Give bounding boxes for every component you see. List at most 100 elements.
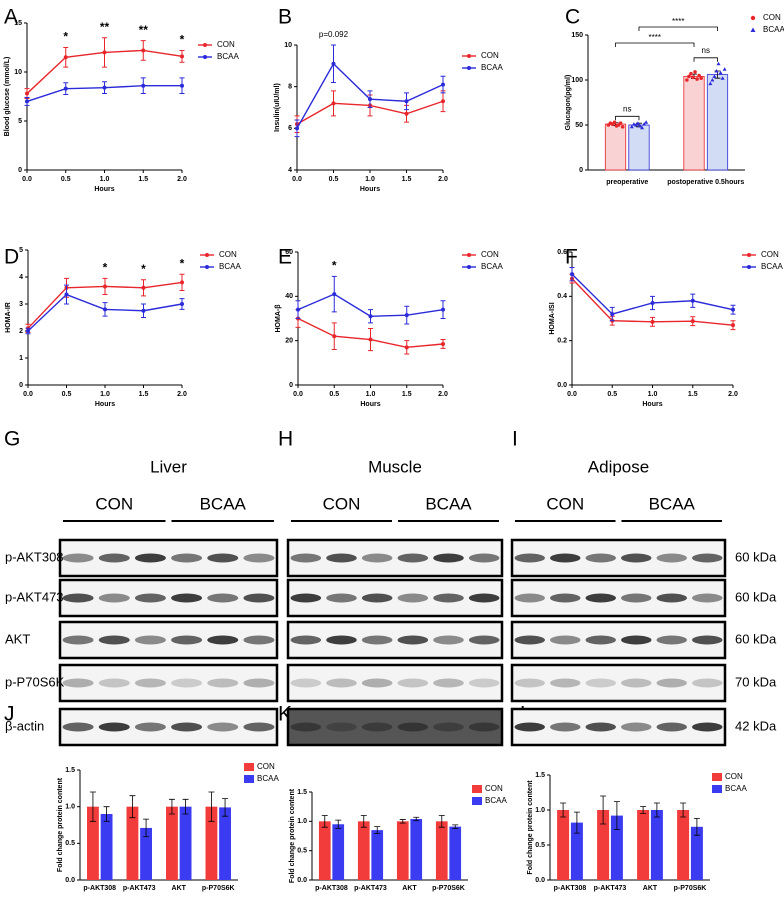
blot-band: [468, 593, 500, 603]
bracket: [638, 26, 718, 31]
data-point: [690, 319, 695, 324]
group-label: BCAA: [425, 494, 472, 513]
blot-frame: [58, 707, 279, 747]
significance: *: [103, 261, 108, 275]
blot-band: [361, 593, 393, 603]
bar: [449, 826, 462, 880]
data-point: [180, 280, 184, 285]
y-tick-label: 40: [285, 293, 293, 300]
error-bar: [182, 798, 189, 815]
legend-label: CON: [481, 51, 499, 60]
data-point: [731, 323, 735, 328]
data-point: [180, 83, 184, 88]
data-point: [26, 329, 30, 333]
blot-band: [326, 635, 357, 645]
panel-letter: J: [4, 703, 15, 726]
error-bar: [143, 818, 150, 838]
blot-frame: [286, 538, 504, 578]
data-point: [404, 313, 409, 318]
blot-band: [692, 553, 723, 563]
significance: **: [139, 23, 149, 37]
x-axis-label: Hours: [95, 401, 115, 408]
blot-frame: [58, 663, 279, 703]
blot-band: [397, 635, 429, 645]
y-tick-label: 3: [19, 301, 23, 308]
data-point: [629, 124, 634, 129]
blot-band: [326, 678, 357, 688]
error-bar: [452, 824, 459, 829]
legend-label: BCAA: [725, 784, 747, 793]
blot-frame: [58, 538, 279, 578]
x-tick-label: 0.0: [293, 391, 303, 398]
blot-band: [243, 635, 275, 645]
y-tick-label: 50: [575, 122, 583, 129]
blot-band: [243, 678, 275, 688]
bar: [140, 827, 152, 880]
x-tick-label: 0.0: [567, 391, 577, 398]
x-tick-label: 1.5: [138, 176, 148, 183]
data-point: [141, 83, 146, 88]
blot-band: [290, 553, 322, 563]
x-axis-label: Hours: [360, 401, 380, 408]
blot-band: [243, 593, 275, 603]
bar: [332, 824, 345, 880]
y-tick-label: 0.5: [297, 848, 307, 855]
data-point: [716, 61, 721, 66]
bar: [557, 810, 570, 880]
significance: ****: [649, 33, 661, 42]
y-tick-label: 0.0: [557, 382, 567, 389]
blot-band: [692, 722, 723, 732]
size-label: 60 kDa: [735, 631, 777, 646]
legend-marker: [467, 265, 471, 269]
x-tick-label: AKT: [172, 885, 187, 892]
x-axis-label: Hours: [360, 186, 380, 193]
blot-band: [514, 553, 545, 563]
y-tick-label: 15: [14, 20, 22, 27]
data-point: [331, 101, 336, 106]
x-tick-label: 2.0: [177, 391, 187, 398]
legend-swatch: [472, 785, 482, 793]
error-bar: [168, 798, 175, 815]
x-tick-label: 1.5: [402, 176, 412, 183]
blot-band: [397, 593, 429, 603]
error-bar: [653, 802, 660, 818]
blot-band: [326, 593, 357, 603]
panel-letter: B: [278, 6, 292, 29]
x-tick-label: p-AKT308: [554, 885, 587, 892]
bar: [690, 826, 703, 880]
error-bar: [208, 791, 215, 822]
x-tick-label: 1.0: [100, 391, 110, 398]
blot-band: [585, 722, 616, 732]
blot-band: [433, 593, 464, 603]
group-label: CON: [323, 494, 361, 513]
blot-band: [692, 593, 723, 603]
x-tick-label: p-P70S6K: [202, 885, 235, 892]
bar: [706, 74, 729, 171]
panel-letter: I: [512, 428, 518, 451]
significance: ns: [623, 104, 631, 113]
y-tick-label: 4: [19, 274, 23, 281]
data-point: [722, 67, 727, 71]
blot-band: [361, 553, 393, 563]
bar: [318, 821, 331, 880]
y-axis-label: Fold change protein content: [527, 780, 534, 875]
blot-band: [326, 722, 357, 732]
x-axis-label: Hours: [94, 186, 114, 193]
y-tick-label: 10: [14, 69, 22, 76]
blot-band: [98, 722, 130, 732]
blot-title: Liver: [150, 457, 187, 476]
blot-band: [171, 553, 203, 563]
data-point: [295, 126, 299, 131]
blot-band: [656, 678, 687, 688]
data-point: [332, 292, 337, 297]
y-tick-label: 100: [571, 77, 583, 84]
data-point: [640, 125, 645, 130]
panel-letter: E: [278, 246, 292, 269]
blot-band: [361, 678, 393, 688]
y-tick-label: 0.0: [535, 877, 545, 884]
group-label: CON: [546, 494, 584, 513]
legend-swatch: [472, 797, 482, 805]
data-point: [441, 307, 445, 312]
x-axis-label: Hours: [642, 401, 662, 408]
significance: *: [180, 256, 185, 270]
